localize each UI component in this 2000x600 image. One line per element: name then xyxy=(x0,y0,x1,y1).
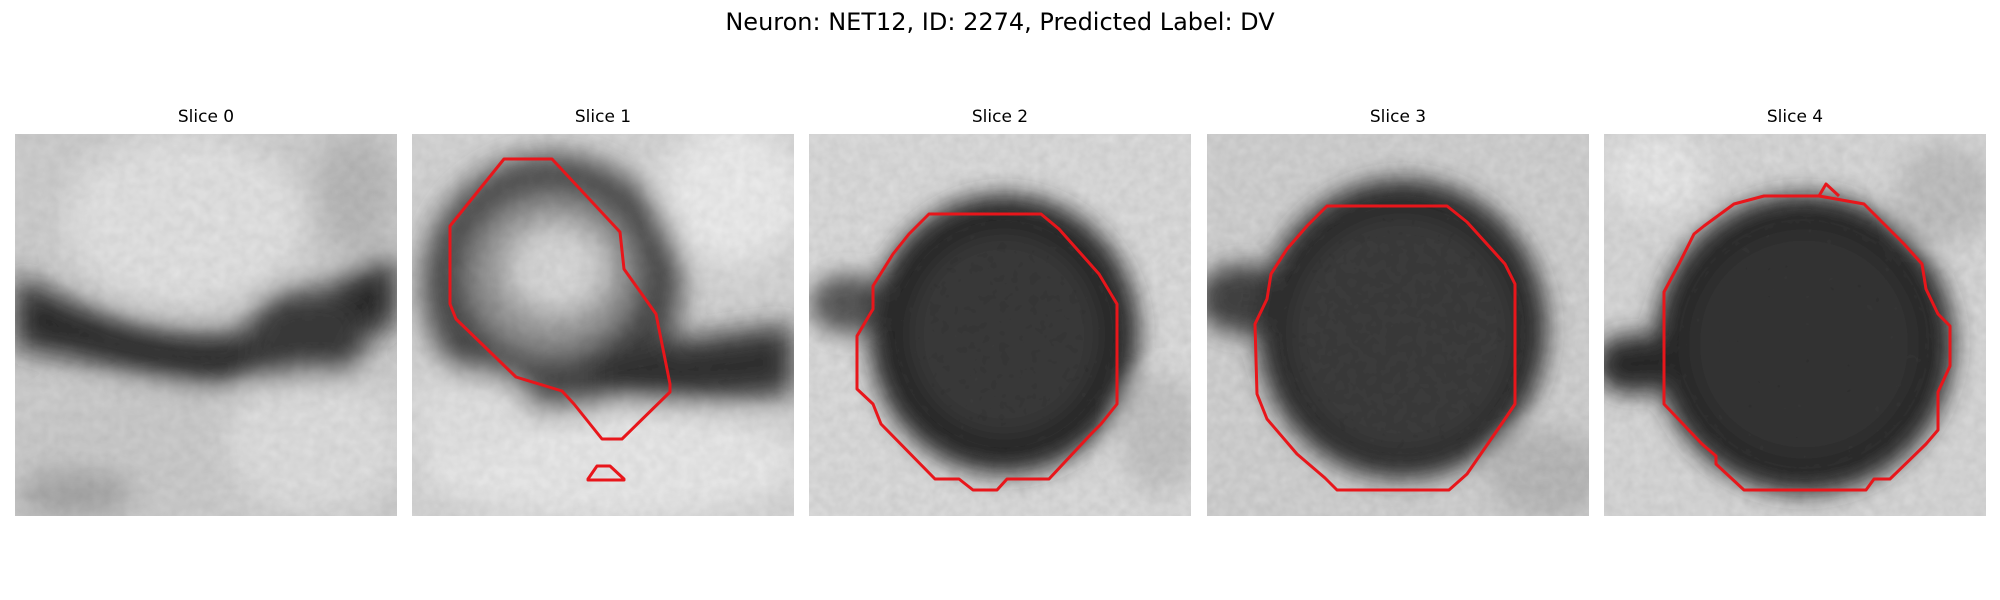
slice-title-3: Slice 3 xyxy=(1369,107,1427,127)
slice-panel-2: Slice 2 xyxy=(809,106,1191,526)
slice-image-4 xyxy=(1604,134,1986,516)
contour-small-1 xyxy=(586,464,626,482)
contour-main-2 xyxy=(855,212,1119,492)
slice-title-1: Slice 1 xyxy=(574,107,632,127)
slice-panel-1: Slice 1 xyxy=(412,106,794,526)
slice-title-0: Slice 0 xyxy=(177,107,235,127)
contour-main-3 xyxy=(1253,204,1517,492)
contour-main-4 xyxy=(1662,182,1952,492)
slice-title-2: Slice 2 xyxy=(971,107,1029,127)
figure-title: Neuron: NET12, ID: 2274, Predicted Label… xyxy=(725,8,1275,36)
slice-panel-3: Slice 3 xyxy=(1207,106,1589,526)
contour-main-1 xyxy=(448,157,672,441)
slice-image-2 xyxy=(809,134,1191,516)
slice-panel-4: Slice 4 xyxy=(1604,106,1986,526)
slice-image-3 xyxy=(1207,134,1589,516)
slice-image-1 xyxy=(412,134,794,516)
slice-panel-0: Slice 0 xyxy=(15,106,397,526)
slice-image-0 xyxy=(15,134,397,516)
slice-title-4: Slice 4 xyxy=(1766,107,1824,127)
